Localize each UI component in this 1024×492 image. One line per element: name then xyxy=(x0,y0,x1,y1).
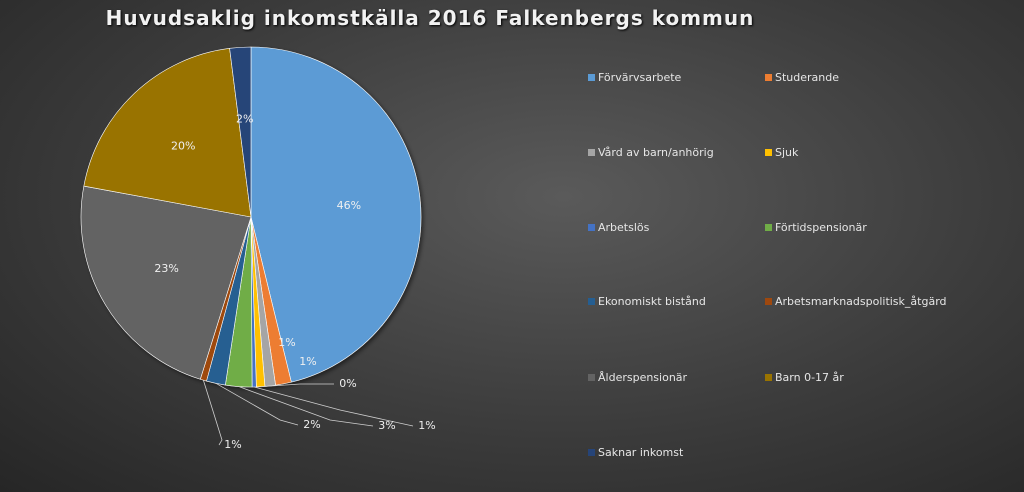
slice-data-label: 2% xyxy=(303,418,320,431)
leader-line xyxy=(215,382,299,426)
slice-data-label: 20% xyxy=(171,139,195,152)
slice-data-label: 1% xyxy=(278,336,295,349)
slice-data-label: 1% xyxy=(224,438,241,451)
pie-slice xyxy=(83,48,252,218)
pie-slice xyxy=(80,185,252,380)
pie-slice xyxy=(229,46,252,218)
slice-data-label: 0% xyxy=(339,377,356,390)
chart-title: Huvudsaklig inkomstkälla 2016 Falkenberg… xyxy=(105,6,755,30)
slice-data-label: 1% xyxy=(418,419,435,432)
pie-slice xyxy=(250,46,422,383)
leader-line xyxy=(254,386,414,427)
leader-line xyxy=(203,380,223,446)
slice-data-label: 2% xyxy=(236,113,253,126)
slice-data-label: 46% xyxy=(337,199,361,212)
slice-data-label: 3% xyxy=(378,419,395,432)
slice-data-label: 23% xyxy=(154,262,178,275)
leader-line xyxy=(260,383,334,388)
leader-line xyxy=(238,386,374,427)
slice-data-label: 1% xyxy=(299,355,316,368)
